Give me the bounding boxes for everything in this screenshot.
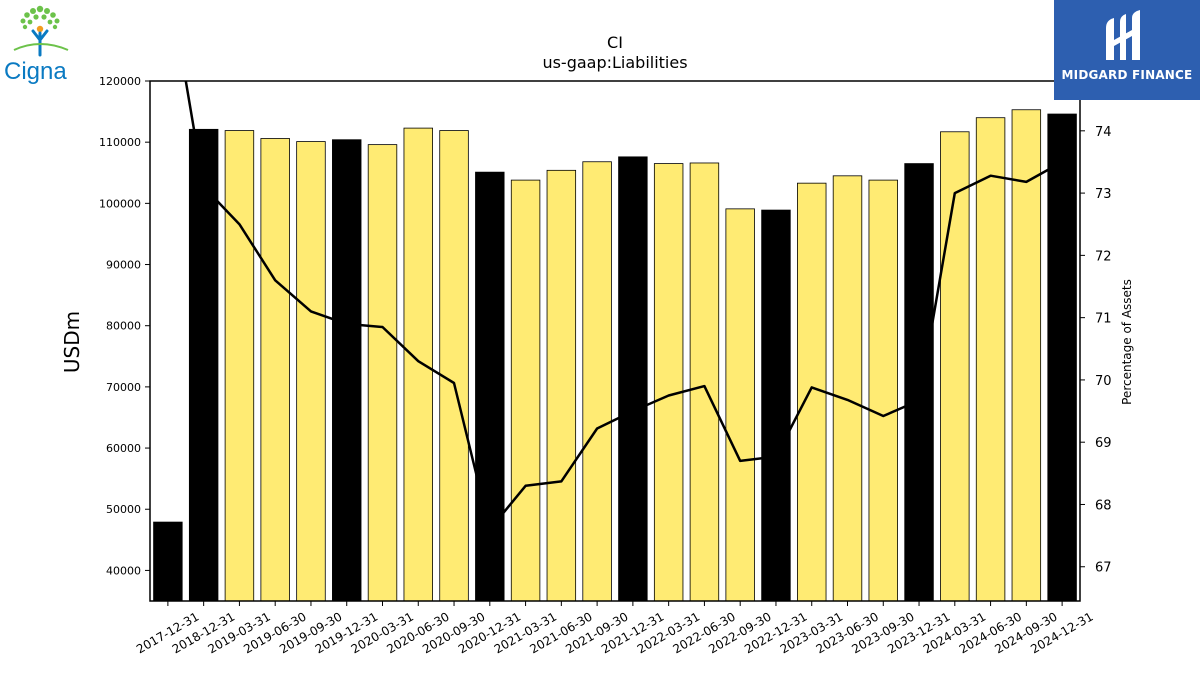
bar-2022-06-30 — [689, 162, 720, 602]
y-tick-label: 60000 — [106, 442, 141, 455]
bar-2019-03-31 — [224, 130, 255, 602]
chart-title: CI — [607, 33, 623, 52]
y2-tick-label: 68 — [1095, 498, 1112, 513]
bar-2024-12-31 — [1047, 113, 1077, 602]
bar-2020-09-30 — [439, 130, 469, 602]
plot-frame — [149, 80, 1081, 602]
y2-tick-label: 70 — [1095, 374, 1112, 389]
bar-2023-12-31 — [904, 163, 934, 602]
y-tick-label: 100000 — [99, 197, 141, 210]
bar-2022-12-31 — [761, 209, 791, 602]
bar-2019-09-30 — [296, 141, 326, 602]
y2-tick-label: 67 — [1095, 561, 1112, 576]
bar-2023-06-30 — [832, 175, 863, 602]
bar-2019-06-30 — [260, 138, 290, 602]
midgard-wordmark: MIDGARD FINANCE — [1061, 68, 1193, 82]
bar-2019-12-31 — [332, 139, 362, 602]
bar-2020-12-31 — [475, 171, 505, 602]
bar-2023-03-31 — [797, 182, 827, 602]
chart-subtitle: us-gaap:Liabilities — [542, 53, 687, 72]
bar-2022-09-30 — [725, 208, 755, 602]
y2-tick-label: 72 — [1095, 249, 1112, 264]
bar-2021-06-30 — [546, 169, 577, 602]
bar-2022-03-31 — [653, 163, 684, 602]
bar-2024-03-31 — [940, 131, 970, 602]
bar-2021-03-31 — [510, 179, 541, 602]
bar-2021-09-30 — [582, 161, 612, 602]
midgard-mark-icon — [1106, 10, 1140, 60]
bar-2024-09-30 — [1011, 109, 1042, 602]
y-tick-label: 40000 — [106, 564, 141, 577]
cigna-wordmark: Cigna — [4, 58, 67, 85]
bar-group — [153, 109, 1077, 602]
bar-2021-12-31 — [618, 156, 648, 602]
y2-tick-label: 73 — [1095, 187, 1112, 202]
y2-axis-label: Percentage of Assets — [1120, 279, 1134, 405]
y2-tick-label: 69 — [1095, 436, 1112, 451]
y-tick-label: 50000 — [106, 503, 141, 516]
line-group — [184, 81, 1063, 531]
bar-2017-12-31 — [153, 521, 183, 602]
cigna-logo: Cigna — [0, 0, 86, 92]
bar-2020-03-31 — [367, 144, 398, 602]
percentage-line — [184, 81, 1063, 531]
y2-tick-label: 71 — [1095, 312, 1112, 327]
bar-2018-12-31 — [188, 128, 219, 602]
y-tick-label: 110000 — [99, 136, 141, 149]
y-tick-label: 90000 — [106, 259, 141, 272]
cigna-tree-icon — [13, 5, 69, 57]
y-tick-label: 80000 — [106, 320, 141, 333]
y-axis-label: USDm — [60, 311, 84, 373]
y2-tick-label: 74 — [1095, 125, 1112, 140]
bar-2023-09-30 — [868, 179, 898, 602]
midgard-finance-logo: MIDGARD FINANCE — [1054, 0, 1200, 100]
bar-2024-06-30 — [975, 117, 1006, 602]
y-tick-label: 70000 — [106, 381, 141, 394]
y-tick-label: 120000 — [99, 75, 141, 88]
bar-2020-06-30 — [403, 127, 433, 602]
